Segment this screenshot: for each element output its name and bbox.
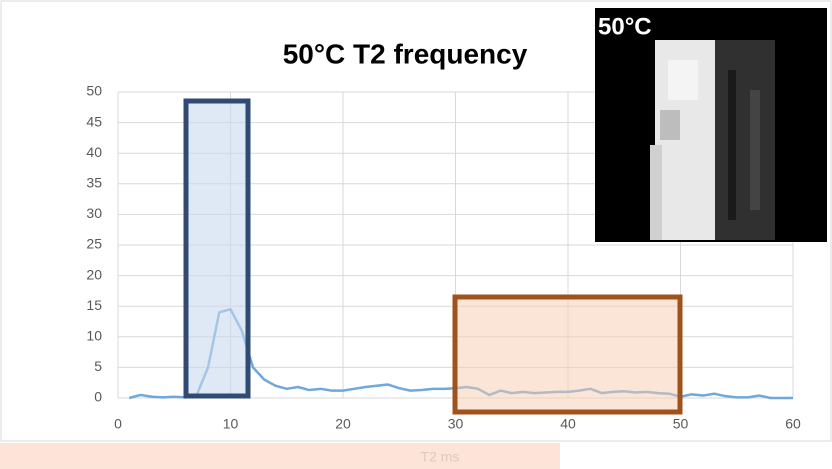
- y-tick-label: 30: [86, 205, 102, 221]
- x-tick-label: 60: [785, 416, 801, 432]
- x-tick-label: 0: [114, 416, 122, 432]
- y-tick-label: 5: [94, 358, 102, 374]
- x-tick-label: 30: [448, 416, 464, 432]
- y-tick-label: 0: [94, 389, 102, 405]
- highlight-box-orange: [452, 294, 683, 415]
- y-tick-label: 50: [86, 83, 102, 99]
- axis-label-band: [0, 443, 560, 469]
- y-tick-label: 15: [86, 297, 102, 313]
- y-tick-label: 40: [86, 144, 102, 160]
- highlight-box-blue: [183, 98, 251, 399]
- x-tick-label: 10: [223, 416, 239, 432]
- inset-label: 50°C: [598, 13, 652, 40]
- y-tick-label: 10: [86, 328, 102, 344]
- y-tick-label: 20: [86, 266, 102, 282]
- x-axis-label: T2 ms: [421, 449, 460, 465]
- y-tick-label: 45: [86, 113, 102, 129]
- chart-title: 50°C T2 frequency: [283, 38, 528, 69]
- x-tick-label: 40: [560, 416, 576, 432]
- inset-image: [595, 8, 827, 242]
- x-tick-label: 50: [673, 416, 689, 432]
- x-tick-label: 20: [335, 416, 351, 432]
- y-tick-label: 35: [86, 175, 102, 191]
- y-tick-label: 25: [86, 236, 102, 252]
